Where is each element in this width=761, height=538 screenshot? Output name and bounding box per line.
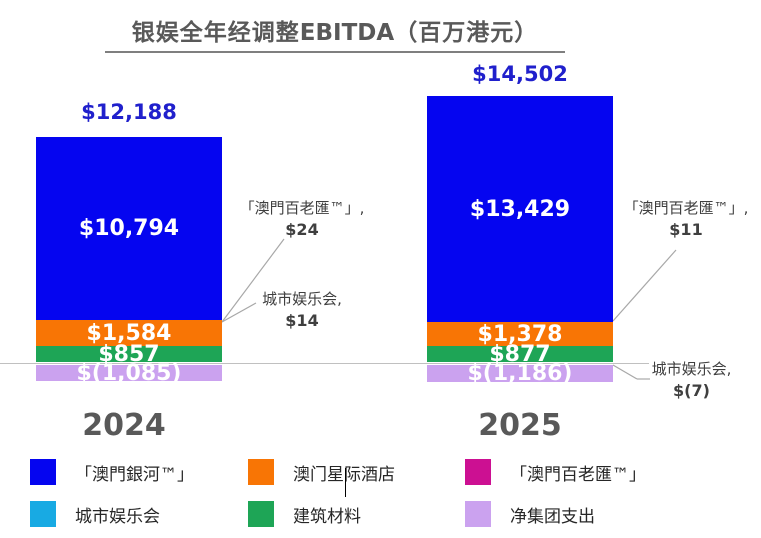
bar-2025-starworld-value: $1,378: [477, 321, 563, 347]
chart-title-prefix: 银娱全年经调整: [131, 20, 300, 46]
callout-2024-broadway: 「澳門百老匯™」, $24: [227, 198, 377, 240]
callout-2025-broadway: 「澳門百老匯™」, $11: [611, 198, 761, 240]
legend-item-galaxy-macau[interactable]: 「澳門銀河™」: [30, 459, 194, 485]
legend-label-construction-materials: 建筑材料: [293, 506, 361, 527]
legend-label-net-group-expenses: 净集团支出: [510, 506, 595, 527]
bar-2024-starworld-segment[interactable]: $1,584: [36, 320, 222, 346]
bar-2024-galaxy-value: $10,794: [78, 216, 180, 241]
legend-swatch-city-clubs: [30, 501, 56, 527]
legend-item-broadway-macau[interactable]: 「澳門百老匯™」: [465, 459, 646, 485]
bar-2024-net-expenses-value: $(1,085): [76, 360, 182, 386]
callout-2024-broadway-name: 「澳門百老匯™」,: [239, 199, 365, 217]
legend-item-city-clubs[interactable]: 城市娱乐会: [30, 501, 160, 527]
bar-2024-starworld-value: $1,584: [86, 320, 172, 346]
bar-2024-total-label: $12,188: [81, 100, 177, 124]
chart-title-ebitda: EBITDA: [299, 20, 395, 46]
legend-label-city-clubs: 城市娱乐会: [75, 506, 160, 527]
legend-item-net-group-expenses[interactable]: 净集团支出: [465, 501, 595, 527]
callout-2025-cityclub-amount: $(7): [673, 381, 710, 400]
bar-2024-construction-segment[interactable]: $857: [36, 342, 222, 367]
axis-label-2024: 2024: [82, 408, 166, 443]
bar-2025-construction-value: $877: [489, 341, 551, 367]
bar-2025-galaxy-segment[interactable]: $13,429: [427, 96, 613, 322]
leader-line-2025-broadway: [612, 249, 677, 322]
bar-2024-construction-value: $857: [98, 341, 160, 367]
bar-2025-construction-segment[interactable]: $877: [427, 342, 613, 367]
bar-2025-net-expenses-value: $(1,186): [467, 361, 573, 386]
bar-2025-starworld-segment[interactable]: $1,378: [427, 321, 613, 347]
bar-2024-net-expenses-segment[interactable]: $(1,085): [36, 361, 222, 386]
chart-title: 银娱全年经调整EBITDA（百万港元）: [105, 19, 565, 53]
text-cursor-artifact: [345, 468, 346, 497]
chart-title-suffix: （百万港元）: [394, 20, 539, 46]
bar-2024-galaxy-segment[interactable]: $10,794: [36, 137, 222, 320]
axis-label-2025: 2025: [478, 408, 562, 443]
callout-2025-broadway-amount: $11: [669, 220, 703, 239]
callout-2025-cityclub-name: 城市娱乐会,: [651, 360, 732, 378]
legend-item-starworld-hotel[interactable]: 澳门星际酒店: [248, 459, 395, 485]
callout-2024-cityclub-amount: $14: [285, 311, 319, 330]
legend-swatch-net-group-expenses: [465, 501, 491, 527]
legend-swatch-starworld-hotel: [248, 459, 274, 485]
callout-2024-broadway-amount: $24: [285, 220, 319, 239]
legend-swatch-broadway-macau: [465, 459, 491, 485]
bar-2025-galaxy-value: $13,429: [469, 196, 571, 222]
zero-axis-line: [0, 363, 649, 364]
legend-swatch-galaxy-macau: [30, 459, 56, 485]
legend-label-broadway-macau: 「澳門百老匯™」: [510, 464, 646, 485]
bar-2025-net-expenses-segment[interactable]: $(1,186): [427, 361, 613, 386]
legend-label-starworld-hotel: 澳门星际酒店: [293, 464, 395, 485]
legend-label-galaxy-macau: 「澳門銀河™」: [75, 464, 194, 485]
callout-2025-cityclub: 城市娱乐会, $(7): [622, 359, 761, 401]
callout-2024-cityclub-name: 城市娱乐会,: [262, 290, 342, 308]
callout-2025-broadway-name: 「澳門百老匯™」,: [623, 199, 749, 217]
legend-item-construction-materials[interactable]: 建筑材料: [248, 501, 361, 527]
legend-swatch-construction-materials: [248, 501, 274, 527]
callout-2024-cityclub: 城市娱乐会, $14: [227, 289, 377, 331]
bar-2025-total-label: $14,502: [472, 62, 568, 86]
